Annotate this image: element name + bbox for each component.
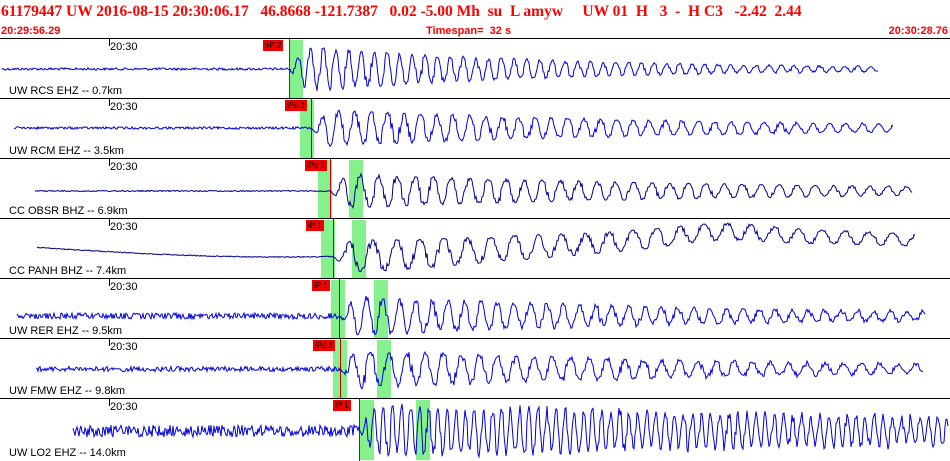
p-pick-line [330, 159, 331, 219]
station-label: UW LO2 EHZ -- 14.0km [9, 447, 126, 459]
station-label: UW RCM EHZ -- 3.5km [9, 145, 124, 157]
time-tick [109, 339, 110, 346]
p-window [318, 160, 332, 218]
trace-panel-fmw[interactable]: 20:30 iPd 1 UW FMW EHZ -- 9.8km [0, 338, 950, 399]
seismogram-plot[interactable]: 20:30 eP 2 UW RCS EHZ -- 0.7km 20:30 iPd… [0, 38, 950, 461]
station-label: CC PANH BHZ -- 7.4km [9, 265, 127, 277]
waveform [72, 403, 949, 459]
waveform [34, 172, 913, 210]
pick-label[interactable]: iPd 1 [285, 100, 308, 111]
p-window [321, 220, 335, 278]
station-label: UW FMW EHZ -- 9.8km [9, 385, 126, 397]
pick-label[interactable]: iPd 1 [305, 160, 328, 171]
start-time: 20:29:56.29 [1, 25, 61, 37]
time-tick [109, 99, 110, 106]
station-label: CC OBSR BHZ -- 6.9km [9, 205, 128, 217]
time-tick-label: 20:30 [110, 221, 138, 233]
trace-panel-rer[interactable]: 20:30 iP 1 UW RER EHZ -- 9.5km [0, 278, 950, 339]
pick-label[interactable]: iP 1 [333, 400, 351, 411]
trace-panel-rcs[interactable]: 20:30 eP 2 UW RCS EHZ -- 0.7km [0, 38, 950, 99]
time-tick-label: 20:30 [110, 101, 138, 113]
time-tick-label: 20:30 [110, 341, 138, 353]
s-window [349, 160, 363, 218]
s-window [416, 400, 430, 460]
waveform [16, 295, 926, 336]
time-tick [109, 159, 110, 166]
waveform [1, 47, 879, 92]
station-label: UW RCS EHZ -- 0.7km [9, 85, 123, 97]
time-tick-label: 20:30 [110, 281, 138, 293]
time-tick-label: 20:30 [110, 41, 138, 53]
pick-label[interactable]: iP 1 [306, 220, 324, 231]
p-pick-line [339, 279, 340, 339]
trace-panel-panh[interactable]: 20:30 iP 1 CC PANH BHZ -- 7.4km [0, 218, 950, 279]
waveform [36, 350, 924, 390]
time-tick [109, 279, 110, 286]
pick-label[interactable]: eP 2 [263, 40, 284, 51]
p-window [331, 280, 345, 338]
trace-panel-rcm[interactable]: 20:30 iPd 1 UW RCM EHZ -- 3.5km [0, 98, 950, 159]
pick-label[interactable]: iPd 1 [313, 340, 336, 351]
p-pick-line [333, 219, 334, 279]
time-tick-label: 20:30 [110, 161, 138, 173]
time-tick [109, 399, 110, 406]
waveform [36, 222, 916, 273]
event-title: 61179447 UW 2016-08-15 20:30:06.17 46.86… [1, 3, 802, 20]
end-time: 20:30:28.76 [888, 25, 948, 37]
time-tick [109, 219, 110, 226]
timespan-label: Timespan= 32 s [426, 25, 512, 37]
s-window [300, 100, 314, 158]
waveform [13, 109, 894, 148]
pick-label[interactable]: iP 1 [312, 280, 330, 291]
trace-panel-obsr[interactable]: 20:30 iPd 1 CC OBSR BHZ -- 6.9km [0, 158, 950, 219]
event-header: 61179447 UW 2016-08-15 20:30:06.17 46.86… [0, 0, 950, 38]
time-tick [109, 39, 110, 46]
station-label: UW RER EHZ -- 9.5km [9, 325, 123, 337]
trace-panel-lo2[interactable]: 20:30 iP 1 UW LO2 EHZ -- 14.0km [0, 398, 950, 461]
p-pick-line [340, 339, 341, 399]
time-tick-label: 20:30 [110, 401, 138, 413]
s-window [289, 40, 303, 98]
